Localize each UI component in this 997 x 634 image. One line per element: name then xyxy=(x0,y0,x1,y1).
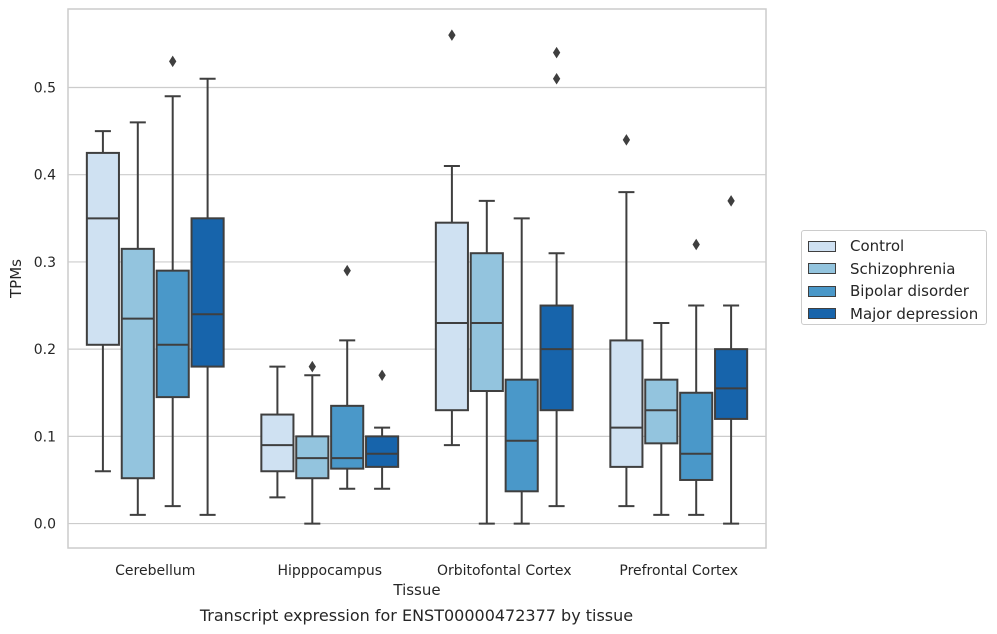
legend: Control Schizophrenia Bipolar disorder Majo… xyxy=(801,230,987,325)
y-tick-label: 0.3 xyxy=(34,255,56,271)
iqr-box xyxy=(155,269,190,399)
legend-label: Schizophrenia xyxy=(850,259,956,278)
iqr-box xyxy=(120,247,155,480)
legend-item: Schizophrenia xyxy=(808,258,986,281)
x-tick-label: Cerebellum xyxy=(115,563,195,579)
legend-swatch xyxy=(808,240,836,252)
legend-swatch xyxy=(808,308,836,320)
box-major-depression xyxy=(190,77,225,516)
legend-label: Control xyxy=(850,237,905,256)
x-axis-label: Tissue xyxy=(392,581,440,599)
y-tick-label: 0.5 xyxy=(34,80,56,96)
iqr-box xyxy=(260,413,295,473)
iqr-box xyxy=(365,435,400,468)
outlier-point xyxy=(308,360,316,373)
outlier-point xyxy=(727,195,735,207)
iqr-box xyxy=(539,304,574,412)
iqr-box xyxy=(679,391,714,481)
box-bipolar-disorder xyxy=(330,264,365,490)
box-control xyxy=(609,134,644,508)
iqr-box xyxy=(644,378,679,445)
legend-item: Major depression xyxy=(808,303,986,326)
legend-label: Bipolar disorder xyxy=(850,282,969,301)
legend-swatch xyxy=(808,263,836,275)
outlier-point xyxy=(448,29,456,41)
box-schizophrenia xyxy=(295,360,330,525)
x-tick-label: Prefrontal Cortex xyxy=(619,563,738,579)
iqr-box xyxy=(714,348,749,420)
box-bipolar-disorder xyxy=(155,55,190,508)
y-tick-label: 0.4 xyxy=(34,168,56,184)
boxes xyxy=(85,29,749,525)
y-axis-label: TPMs xyxy=(7,259,25,299)
iqr-box xyxy=(434,221,469,412)
legend-item: Control xyxy=(808,235,986,258)
iqr-box xyxy=(190,217,225,368)
y-tick-label: 0.2 xyxy=(34,342,56,358)
outlier-point xyxy=(552,46,561,59)
outlier-point xyxy=(169,55,177,68)
box-bipolar-disorder xyxy=(504,217,539,525)
box-control xyxy=(260,365,295,499)
y-axis-ticks: 0.0 0.1 0.2 0.3 0.4 0.5 xyxy=(34,80,56,532)
y-tick-label: 0.0 xyxy=(34,517,56,533)
x-tick-label: Hipppocampus xyxy=(277,563,382,579)
box-major-depression xyxy=(365,369,400,490)
box-major-depression xyxy=(539,46,574,508)
box-bipolar-disorder xyxy=(679,238,714,516)
box-schizophrenia xyxy=(469,199,504,525)
box-schizophrenia xyxy=(644,321,679,516)
legend-swatch xyxy=(808,285,836,297)
figure-caption: Transcript expression for ENST0000047237… xyxy=(199,606,634,625)
box-schizophrenia xyxy=(120,121,155,516)
outlier-point xyxy=(378,369,386,382)
iqr-box xyxy=(609,339,644,468)
iqr-box xyxy=(504,378,539,493)
x-tick-label: Orbitofontal Cortex xyxy=(437,563,572,579)
box-major-depression xyxy=(714,195,749,525)
outlier-point xyxy=(622,134,631,146)
outlier-point xyxy=(552,73,561,85)
legend-item: Bipolar disorder xyxy=(808,280,986,303)
legend-label: Major depression xyxy=(850,304,979,323)
iqr-box xyxy=(85,151,120,346)
outlier-point xyxy=(343,264,351,277)
x-axis-ticks: Cerebellum Hipppocampus Orbitofontal Corte… xyxy=(115,563,738,579)
box-control xyxy=(85,130,120,473)
outlier-point xyxy=(692,238,700,251)
iqr-box xyxy=(330,404,365,470)
y-tick-label: 0.1 xyxy=(34,429,56,445)
box-control xyxy=(434,29,469,447)
